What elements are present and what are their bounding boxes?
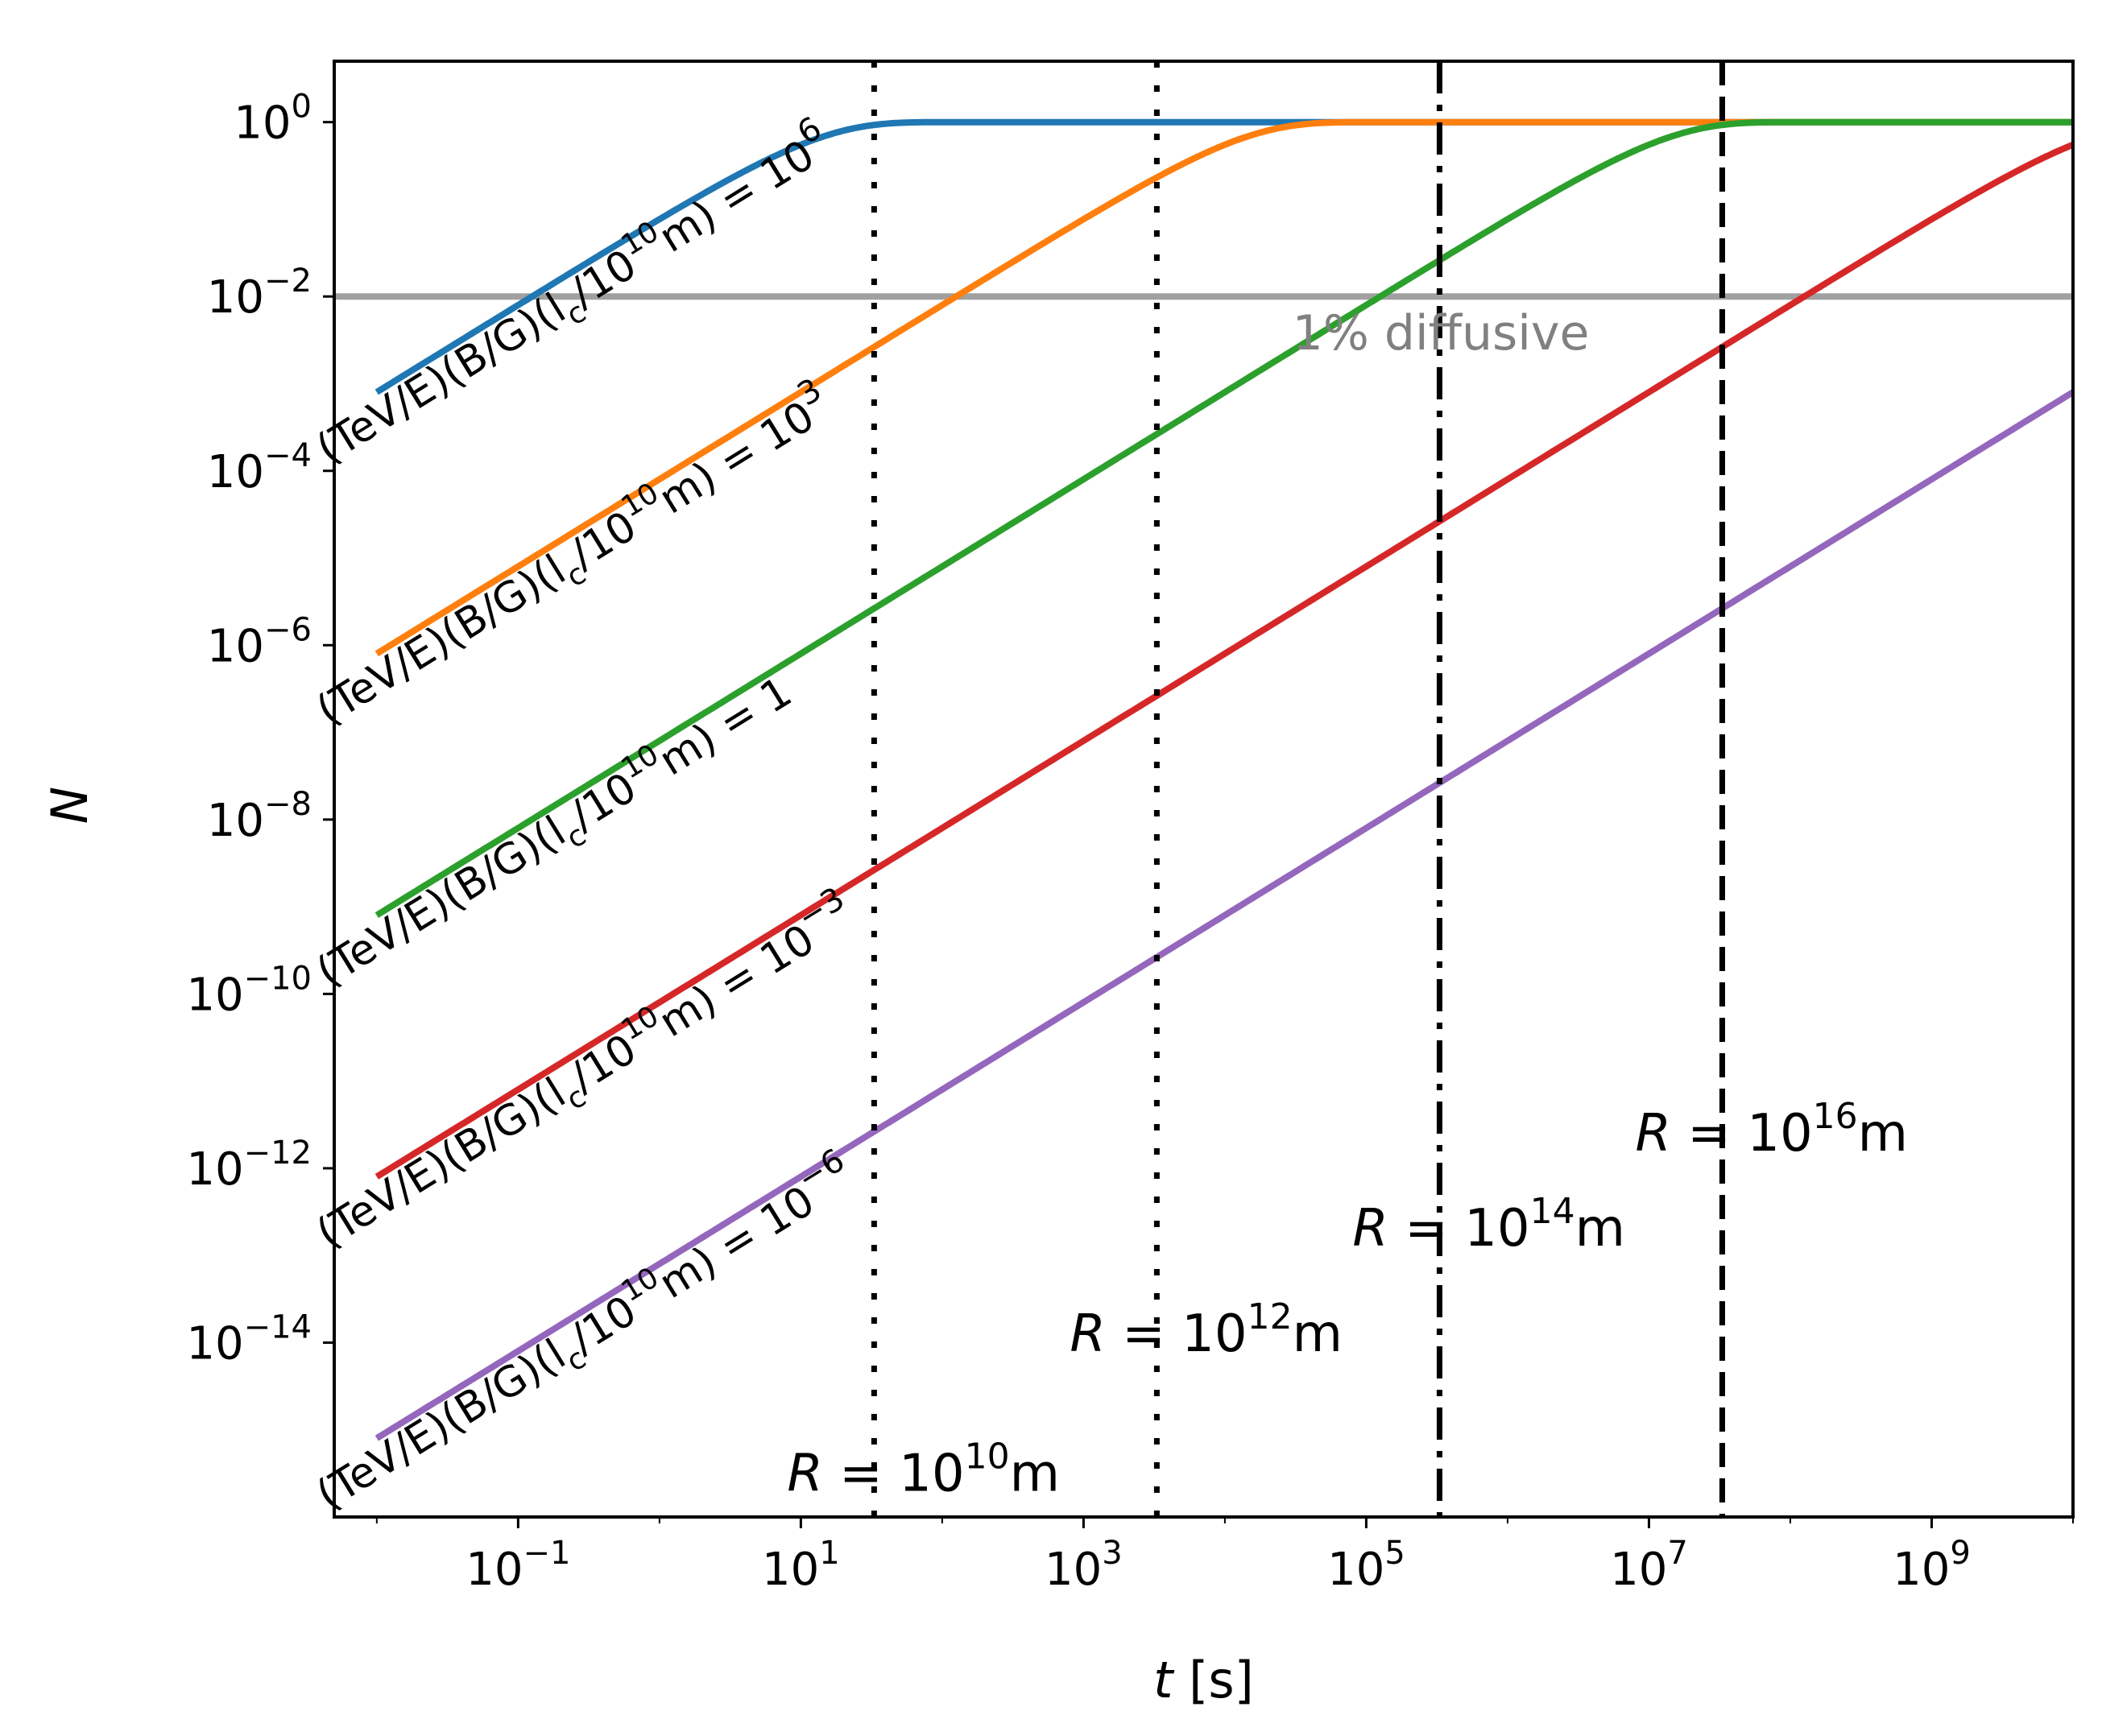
size-marker-label-var: R: [1635, 1104, 1670, 1164]
y-tick-exp: 0: [292, 89, 312, 126]
x-tick-base: 10: [466, 1544, 523, 1596]
y-tick-base: 10: [207, 446, 264, 498]
size-marker-label-exp: 10: [965, 1436, 1010, 1477]
size-marker-label-text: = 10: [823, 1444, 965, 1503]
series-line-3: [374, 118, 2073, 919]
y-tick-label-2: 10−2: [207, 262, 312, 324]
x-tick-base: 10: [1327, 1544, 1384, 1596]
size-marker-label-1: R = 1010m: [787, 1436, 1060, 1503]
x-tick-exp: 9: [1950, 1535, 1970, 1572]
y-tick-base: 10: [207, 271, 264, 324]
y-tick-exp: −14: [244, 1308, 312, 1345]
x-axis-label-var: t: [1153, 1651, 1175, 1709]
y-tick-label-8: 10−14: [186, 1308, 312, 1370]
y-tick-exp: −6: [264, 611, 312, 648]
y-tick-base: 10: [186, 969, 243, 1021]
y-tick-exp: −10: [244, 960, 312, 997]
x-tick-base: 10: [762, 1544, 819, 1596]
y-tick-base: 10: [207, 620, 264, 672]
axes: 10−1 101 103 105 107 10910010−210−410−610−810…: [40, 60, 2075, 1709]
axes-frame: [333, 60, 2075, 1519]
series-line-5: [374, 389, 2073, 1441]
x-tick-base: 10: [1610, 1544, 1667, 1596]
y-tick-base: 10: [186, 1317, 243, 1370]
y-tick-label-3: 10−4: [207, 437, 312, 498]
size-marker-label-4: R = 1016m: [1635, 1096, 1908, 1164]
x-tick-exp: 7: [1667, 1535, 1687, 1572]
size-marker-label-2: R = 1012m: [1070, 1296, 1343, 1364]
size-marker-label-var: R: [1352, 1199, 1388, 1259]
x-tick-label-4: 105: [1327, 1535, 1405, 1596]
y-tick-label-1: 100: [234, 89, 312, 150]
y-tick-exp: −2: [264, 262, 312, 300]
y-tick-exp: −4: [264, 437, 312, 474]
x-axis-label: t [s]: [1153, 1651, 1254, 1709]
size-marker-label-unit: m: [1858, 1104, 1908, 1164]
plot-area: [334, 61, 2073, 1517]
y-tick-base: 10: [207, 795, 264, 847]
y-tick-exp: −8: [264, 786, 312, 823]
y-axis-label: N: [40, 787, 99, 824]
y-tick-label-6: 10−10: [186, 960, 312, 1021]
size-marker-label-text: = 10: [1671, 1104, 1813, 1164]
y-tick-base: 10: [186, 1143, 243, 1196]
size-marker-label-unit: m: [1293, 1304, 1343, 1364]
size-marker-label-exp: 12: [1248, 1296, 1293, 1337]
y-tick-label-7: 10−12: [186, 1135, 312, 1196]
size-marker-label-var: R: [787, 1444, 822, 1503]
x-tick-label-6: 109: [1893, 1535, 1971, 1596]
diffusive-threshold-label: 1% diffusive: [1293, 305, 1590, 362]
y-tick-label-4: 10−6: [207, 611, 312, 672]
x-axis-label-unit: [s]: [1173, 1651, 1253, 1709]
x-tick-label-1: 10−1: [466, 1535, 570, 1596]
y-tick-label-5: 10−8: [207, 786, 312, 847]
size-marker-label-exp: 14: [1530, 1191, 1575, 1232]
size-marker-label-text: = 10: [1388, 1199, 1530, 1259]
x-tick-base: 10: [1045, 1544, 1102, 1596]
x-tick-exp: 1: [819, 1535, 839, 1572]
size-marker-label-var: R: [1070, 1304, 1105, 1364]
y-tick-exp: −12: [244, 1135, 312, 1172]
x-tick-label-3: 103: [1045, 1535, 1123, 1596]
size-marker-label-unit: m: [1010, 1444, 1060, 1503]
y-tick-base: 10: [234, 97, 291, 150]
size-marker-label-exp: 16: [1813, 1096, 1858, 1137]
x-tick-exp: 3: [1102, 1535, 1122, 1572]
x-tick-exp: −1: [523, 1535, 570, 1572]
x-tick-label-5: 107: [1610, 1535, 1688, 1596]
size-marker-label-3: R = 1014m: [1352, 1191, 1625, 1259]
plot-clip-group: [334, 61, 2073, 1517]
series-line-4: [374, 141, 2073, 1180]
x-tick-exp: 5: [1384, 1535, 1405, 1572]
x-tick-label-2: 101: [762, 1535, 840, 1596]
size-marker-label-unit: m: [1575, 1199, 1625, 1259]
size-marker-label-text: = 10: [1106, 1304, 1248, 1364]
x-tick-base: 10: [1893, 1544, 1950, 1596]
